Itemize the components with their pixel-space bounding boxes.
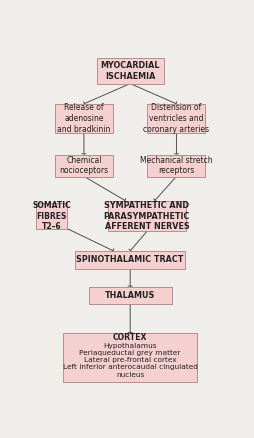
Text: MYOCARDIAL
ISCHAEMIA: MYOCARDIAL ISCHAEMIA	[100, 61, 160, 81]
FancyBboxPatch shape	[97, 58, 164, 84]
FancyBboxPatch shape	[55, 104, 113, 133]
Text: Release of
adenosine
and bradkinin: Release of adenosine and bradkinin	[57, 103, 110, 134]
Text: SPINOTHALAMIC TRACT: SPINOTHALAMIC TRACT	[76, 255, 184, 265]
FancyBboxPatch shape	[75, 251, 185, 269]
FancyBboxPatch shape	[89, 286, 171, 304]
FancyBboxPatch shape	[55, 155, 113, 177]
FancyBboxPatch shape	[36, 204, 67, 229]
FancyBboxPatch shape	[63, 333, 197, 382]
Text: Mechanical stretch
receptors: Mechanical stretch receptors	[140, 155, 213, 175]
Text: Distension of
ventricles and
coronary arteries: Distension of ventricles and coronary ar…	[143, 103, 210, 134]
Text: SYMPATHETIC AND
PARASYMPATHETIC
AFFERENT NERVES: SYMPATHETIC AND PARASYMPATHETIC AFFERENT…	[104, 201, 190, 231]
Text: THALAMUS: THALAMUS	[105, 291, 155, 300]
Text: Hypothalamus
Periaqueductal grey matter
Lateral pre-frontal cortex
Left inferior: Hypothalamus Periaqueductal grey matter …	[63, 343, 198, 378]
FancyBboxPatch shape	[147, 104, 205, 133]
Text: SOMATIC
FIBRES
T2–6: SOMATIC FIBRES T2–6	[32, 201, 71, 231]
Text: CORTEX: CORTEX	[113, 333, 147, 343]
FancyBboxPatch shape	[107, 201, 186, 231]
Text: Chemical
nocioceptors: Chemical nocioceptors	[59, 155, 108, 175]
FancyBboxPatch shape	[147, 155, 205, 177]
